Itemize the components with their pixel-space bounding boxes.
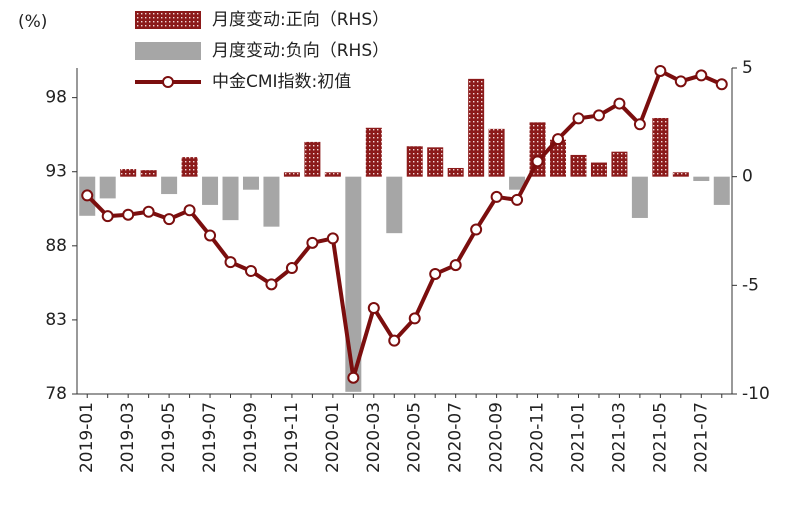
x-tick-label: 2020-07 [446, 402, 466, 473]
x-tick-label: 2019-09 [241, 402, 261, 473]
x-tick-label: 2019-11 [282, 402, 302, 473]
legend-swatch [135, 11, 201, 29]
y-tick-label: 78 [45, 384, 67, 404]
bar [611, 151, 628, 177]
bar [713, 176, 730, 205]
bar [447, 167, 464, 177]
x-tick-label: 2020-05 [405, 402, 425, 473]
bar [365, 127, 382, 177]
point [654, 64, 667, 77]
point [101, 210, 114, 223]
bar [324, 172, 341, 177]
point [552, 133, 565, 146]
point [265, 278, 278, 291]
x-tick-label: 2019-03 [118, 402, 138, 473]
point [429, 267, 442, 280]
point [572, 112, 585, 125]
point [183, 204, 196, 217]
x-tick-label: 2019-05 [159, 402, 179, 473]
bar [509, 176, 526, 190]
y2-tick-label: -5 [742, 275, 759, 295]
y2-tick-label: 5 [742, 58, 753, 78]
bar [140, 170, 157, 177]
point [326, 232, 339, 245]
line [85, 68, 723, 379]
x-tick-label: 2021-03 [609, 402, 629, 473]
bar [631, 176, 648, 218]
legend-swatch [162, 76, 174, 88]
bar [181, 157, 198, 177]
bar [693, 176, 710, 182]
point [470, 223, 483, 236]
x-tick-label: 2020-11 [528, 402, 548, 473]
x-tick-label: 2020-03 [364, 402, 384, 473]
bar [652, 117, 669, 177]
point [306, 236, 319, 249]
bar [202, 176, 219, 205]
point [674, 75, 687, 88]
point [592, 109, 605, 122]
bar [242, 176, 259, 190]
bar [570, 154, 587, 177]
point [715, 78, 728, 91]
point [347, 371, 360, 384]
x-tick-label: 2021-01 [568, 402, 588, 473]
legend-label: 月度变动:正向（RHS） [212, 10, 389, 30]
point [511, 193, 524, 206]
bar [222, 176, 239, 221]
bar [590, 162, 607, 177]
x-tick-label: 2021-05 [650, 402, 670, 473]
point [367, 302, 380, 315]
x-tick-label: 2019-07 [200, 402, 220, 473]
bar [406, 146, 423, 177]
bar [263, 176, 280, 227]
x-tick-label: 2021-07 [691, 402, 711, 473]
point [531, 155, 544, 168]
bar [672, 172, 689, 177]
y2-tick-label: 0 [742, 167, 753, 187]
y-tick-label: 83 [45, 310, 67, 330]
point [81, 189, 94, 202]
y2-tick-label: -10 [742, 384, 770, 404]
point [142, 205, 155, 218]
point [122, 208, 135, 221]
legend-swatch [135, 42, 201, 60]
point [388, 334, 401, 347]
bar [468, 78, 485, 177]
bar [550, 139, 567, 177]
point [224, 256, 237, 269]
x-tick-label: 2019-01 [77, 402, 97, 473]
point [449, 259, 462, 272]
legend-label: 中金CMI指数:初值 [212, 72, 351, 92]
point [244, 265, 257, 278]
bar [120, 169, 137, 177]
y-tick-label: 93 [45, 162, 67, 182]
y-tick-label: 98 [45, 88, 67, 108]
bar [161, 176, 178, 195]
point [204, 229, 217, 242]
x-tick-label: 2020-09 [487, 402, 507, 473]
bar [283, 172, 300, 177]
point [285, 262, 298, 275]
point [695, 69, 708, 82]
point [408, 312, 421, 325]
point [633, 118, 646, 131]
point [613, 97, 626, 110]
legend-label: 月度变动:负向（RHS） [212, 41, 389, 61]
point [163, 213, 176, 226]
x-tick-label: 2020-01 [323, 402, 343, 473]
bar [386, 176, 403, 234]
y-axis-label: (%) [18, 12, 47, 32]
point [490, 190, 503, 203]
y-tick-label: 88 [45, 236, 67, 256]
bar [427, 147, 444, 177]
bar [99, 176, 116, 199]
bar [488, 128, 505, 177]
bar [304, 141, 321, 177]
